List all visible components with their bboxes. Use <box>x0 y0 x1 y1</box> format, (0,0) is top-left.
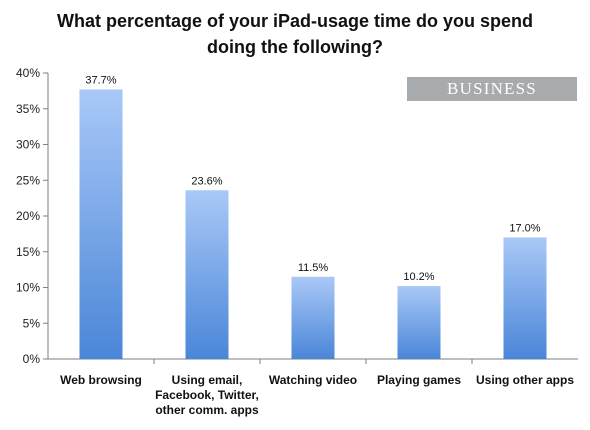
chart-title: What percentage of your iPad-usage time … <box>0 8 590 60</box>
y-tick-label: 35% <box>16 102 40 116</box>
bar-value-label: 17.0% <box>509 222 540 234</box>
y-tick-label: 40% <box>16 66 40 80</box>
chart-title-line-2: doing the following? <box>207 37 383 57</box>
bar <box>397 286 441 359</box>
bar-value-label: 10.2% <box>403 271 434 283</box>
bar-value-label: 11.5% <box>298 262 329 274</box>
y-tick-label: 25% <box>16 173 40 187</box>
y-tick-label: 15% <box>16 245 40 259</box>
chart-title-line-1: What percentage of your iPad-usage time … <box>56 11 534 31</box>
bar <box>79 89 123 359</box>
category-label: Web browsing <box>60 373 142 387</box>
category-label: Playing games <box>377 373 461 387</box>
y-tick-label: 10% <box>16 281 40 295</box>
y-tick-label: 30% <box>16 138 40 152</box>
y-tick-label: 0% <box>23 352 41 366</box>
category-label: Using email, Facebook, Twitter, other comm… <box>155 373 259 417</box>
bar <box>185 190 229 359</box>
business-insider-logo: BUSINESS INSIDER <box>407 77 577 122</box>
category-label: Watching video <box>269 373 357 387</box>
y-tick-label: 5% <box>23 316 41 330</box>
bar-value-label: 23.6% <box>191 175 222 187</box>
bar-value-label: 37.7% <box>85 74 116 86</box>
y-tick-label: 20% <box>16 209 40 223</box>
category-label: Using other apps <box>476 373 574 387</box>
bar <box>291 276 335 359</box>
bar <box>503 237 547 359</box>
